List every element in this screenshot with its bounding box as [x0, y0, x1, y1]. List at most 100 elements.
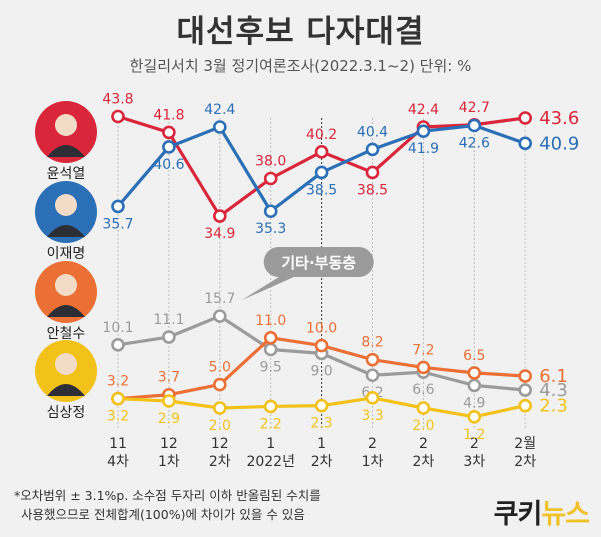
x-tick-label: 1 — [266, 436, 275, 452]
data-point — [314, 145, 329, 159]
x-tick-label: 2 — [470, 436, 479, 452]
candidate-avatar: 안철수 — [35, 261, 97, 342]
page-title: 대선후보 다자대결 — [176, 14, 425, 50]
candidate-avatar: 심상정 — [35, 340, 97, 421]
data-point — [162, 330, 176, 344]
data-label: 42.7 — [459, 100, 490, 116]
data-point — [467, 118, 482, 133]
x-tick-label: 2 — [419, 436, 428, 452]
data-point — [162, 125, 176, 140]
avatar-body — [47, 145, 85, 157]
footnote: *오차범위 ± 3.1%p. 소수점 두자리 이하 반올림된 수치를 사용했으므… — [14, 486, 321, 524]
data-point — [518, 398, 533, 413]
data-point — [111, 338, 125, 352]
avatar-face — [55, 274, 77, 296]
avatar-face — [55, 194, 77, 216]
candidate-avatar: 이재명 — [35, 181, 97, 262]
x-tick-label: 1차 — [158, 454, 180, 470]
data-point — [416, 124, 431, 139]
data-label: 8.2 — [361, 335, 383, 351]
data-label: 3.2 — [107, 409, 129, 425]
other-undecided-callout: 기타·부동층 — [241, 247, 374, 301]
data-label: 6.1 — [539, 366, 568, 387]
data-point — [111, 391, 125, 406]
data-point — [416, 360, 431, 375]
data-label: 40.6 — [153, 157, 184, 173]
data-label: 41.8 — [153, 107, 184, 123]
data-point — [518, 111, 533, 125]
data-label: 10.0 — [306, 321, 337, 337]
data-label: 3.3 — [361, 408, 383, 424]
data-label: 38.0 — [255, 154, 286, 170]
data-point — [365, 142, 380, 157]
data-point — [365, 352, 380, 367]
data-point — [416, 401, 431, 415]
candidate-name: 안철수 — [47, 326, 86, 342]
avatar-body — [47, 225, 85, 237]
data-point — [162, 394, 176, 408]
data-point — [314, 338, 329, 353]
data-point — [314, 398, 329, 413]
data-label: 42.4 — [408, 102, 439, 118]
data-point — [263, 342, 278, 357]
x-tick-label: 12 — [211, 436, 229, 452]
data-point — [518, 136, 533, 151]
data-point — [518, 383, 533, 397]
x-tick-label: 2차 — [311, 454, 333, 470]
data-label: 34.9 — [204, 226, 235, 242]
data-point — [467, 366, 482, 380]
data-label: 9.0 — [310, 363, 332, 379]
data-point — [518, 369, 533, 383]
candidate-name: 심상정 — [47, 405, 86, 421]
data-label: 4.3 — [539, 380, 568, 401]
data-label: 5.0 — [209, 360, 231, 376]
chart-subtitle: 한길리서치 3월 정기여론조사(2022.3.1~2) 단위: % — [129, 57, 472, 75]
data-label: 11.1 — [153, 312, 184, 328]
x-tick-label: 2차 — [514, 454, 536, 470]
data-label: 40.9 — [539, 133, 579, 154]
data-label: 6.6 — [412, 382, 434, 398]
data-label: 2.3 — [310, 416, 332, 432]
data-label: 40.4 — [357, 124, 388, 140]
data-label: 42.4 — [204, 102, 235, 118]
data-point — [213, 209, 227, 223]
logo-part2: 뉴스 — [541, 499, 590, 530]
data-point — [263, 330, 278, 345]
data-label: 7.2 — [412, 342, 434, 358]
data-label: 11.0 — [255, 313, 286, 329]
callout-bubble — [263, 247, 374, 277]
x-tick-label: 3차 — [463, 454, 485, 470]
data-point — [467, 378, 482, 393]
data-point — [213, 309, 227, 323]
data-point — [162, 140, 176, 154]
x-tick-label: 4차 — [107, 454, 129, 470]
data-label: 15.7 — [204, 291, 235, 307]
data-point — [314, 165, 329, 180]
data-label: 2.0 — [209, 418, 231, 434]
data-label: 43.6 — [539, 108, 579, 129]
logo-part1: 쿠키 — [493, 499, 543, 530]
data-label: 38.5 — [357, 182, 388, 198]
data-label: 6.5 — [463, 348, 485, 364]
x-tick-label: 11 — [109, 436, 127, 452]
data-point — [263, 204, 278, 219]
data-label: 35.3 — [255, 221, 286, 237]
data-label: 43.8 — [102, 92, 133, 108]
x-tick-label: 2차 — [413, 454, 435, 470]
footnote-line-2: 사용했으므로 전체합계(100%)에 차이가 있을 수 있음 — [21, 507, 305, 522]
avatar-face — [55, 114, 77, 136]
kuki-news-logo: 쿠키뉴스 — [493, 492, 590, 531]
x-tick-label: 2월 — [514, 436, 536, 452]
data-point — [111, 109, 125, 124]
data-point — [213, 120, 227, 134]
candidate-name: 이재명 — [47, 246, 86, 262]
avatar-body — [47, 305, 85, 317]
data-point — [365, 165, 380, 180]
candidate-name: 윤석열 — [47, 166, 86, 182]
data-label: 2.9 — [158, 411, 180, 427]
footnote-line-1: *오차범위 ± 3.1%p. 소수점 두자리 이하 반올림된 수치를 — [14, 488, 321, 503]
x-tick-label: 1차 — [362, 454, 384, 470]
data-point — [467, 409, 482, 424]
x-tick-label: 1 — [317, 436, 326, 452]
